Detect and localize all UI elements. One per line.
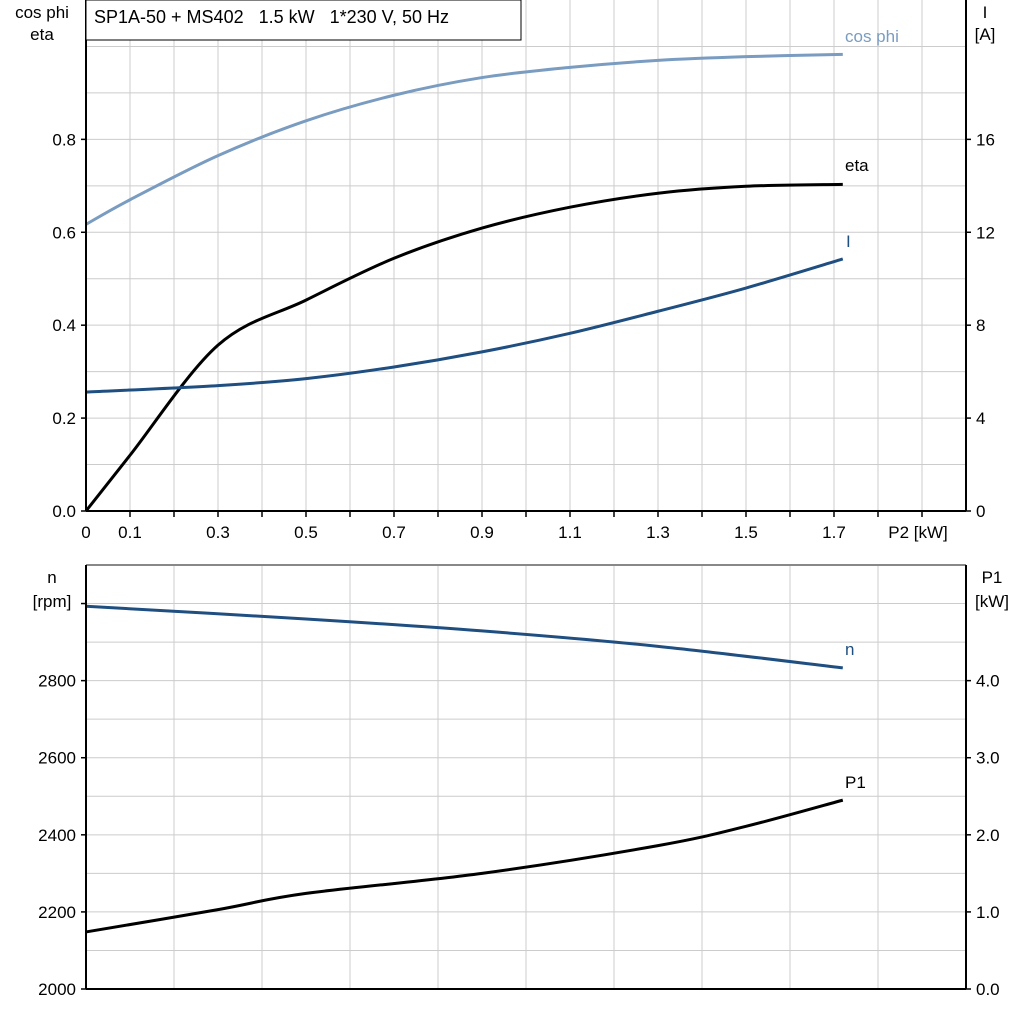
y-tick-label-left: 2800 (38, 672, 76, 691)
y-tick-label-right: 12 (976, 223, 995, 242)
top-left-ylabel-2: eta (30, 25, 54, 44)
x-tick-label: 1.3 (646, 523, 670, 542)
y-tick-label-left: 0.4 (52, 316, 76, 335)
x-tick-label: 0.1 (118, 523, 142, 542)
bottom-left-ylabel-1: n (47, 568, 56, 587)
y-tick-label-left: 0.8 (52, 130, 76, 149)
x-tick-label: 1.1 (558, 523, 582, 542)
y-tick-label-right: 4.0 (976, 672, 1000, 691)
bottom-right-ylabel-1: P1 (982, 568, 1003, 587)
bottom-left-ylabel-2: [rpm] (33, 592, 72, 611)
series-line-n (85, 604, 843, 670)
x-tick-label: 0 (81, 523, 90, 542)
series-line-cos-phi (85, 52, 843, 226)
top-left-ylabel-1: cos phi (15, 3, 69, 22)
x-tick-label: 0.7 (382, 523, 406, 542)
top-grid (86, 0, 966, 511)
y-tick-label-right: 8 (976, 316, 985, 335)
x-tick-label: 0.9 (470, 523, 494, 542)
y-tick-label-left: 2600 (38, 749, 76, 768)
x-tick-label: 1.5 (734, 523, 758, 542)
title-box (85, 0, 522, 41)
top-right-ylabel-1: I (983, 3, 988, 22)
y-tick-label-right: 0.0 (976, 980, 1000, 999)
series-line-i (85, 257, 844, 394)
y-tick-label-left: 0.0 (52, 502, 76, 521)
y-tick-label-right: 4 (976, 409, 985, 428)
series-label-i: I (846, 232, 851, 251)
y-tick-label-right: 3.0 (976, 749, 1000, 768)
series-label-eta: eta (845, 156, 869, 175)
y-tick-label-right: 16 (976, 130, 995, 149)
y-tick-label-right: 1.0 (976, 903, 1000, 922)
x-tick-label: 0.3 (206, 523, 230, 542)
series-label-p1: P1 (845, 773, 866, 792)
tick-labels: 0.0 0.2 0.4 0.6 0.8 0 4 8 12 16 0 0.1 0.3 0.5 0.7 0.9 1.… (38, 130, 999, 999)
x-tick-label: 0.5 (294, 523, 318, 542)
series-label-n: n (845, 640, 854, 659)
top-right-ylabel-2: [A] (975, 25, 996, 44)
bottom-grid (86, 565, 966, 989)
y-tick-label-left: 2000 (38, 980, 76, 999)
bottom-right-ylabel-2: [kW] (975, 592, 1009, 611)
y-tick-label-left: 0.6 (52, 223, 76, 242)
series-label-cos-phi: cos phi (845, 27, 899, 46)
series-line-p1 (85, 798, 844, 934)
y-tick-label-left: 2400 (38, 826, 76, 845)
y-tick-label-left: 0.2 (52, 409, 76, 428)
axes (81, 0, 971, 990)
chart-title: SP1A-50 + MS402 1.5 kW 1*230 V, 50 Hz (94, 7, 449, 27)
x-axis-label: P2 [kW] (888, 523, 948, 542)
y-tick-label-right: 0 (976, 502, 985, 521)
x-tick-label: 1.7 (822, 523, 846, 542)
series-line-eta (84, 182, 843, 512)
series-lines (84, 52, 844, 934)
y-tick-label-left: 2200 (38, 903, 76, 922)
y-tick-label-right: 2.0 (976, 826, 1000, 845)
